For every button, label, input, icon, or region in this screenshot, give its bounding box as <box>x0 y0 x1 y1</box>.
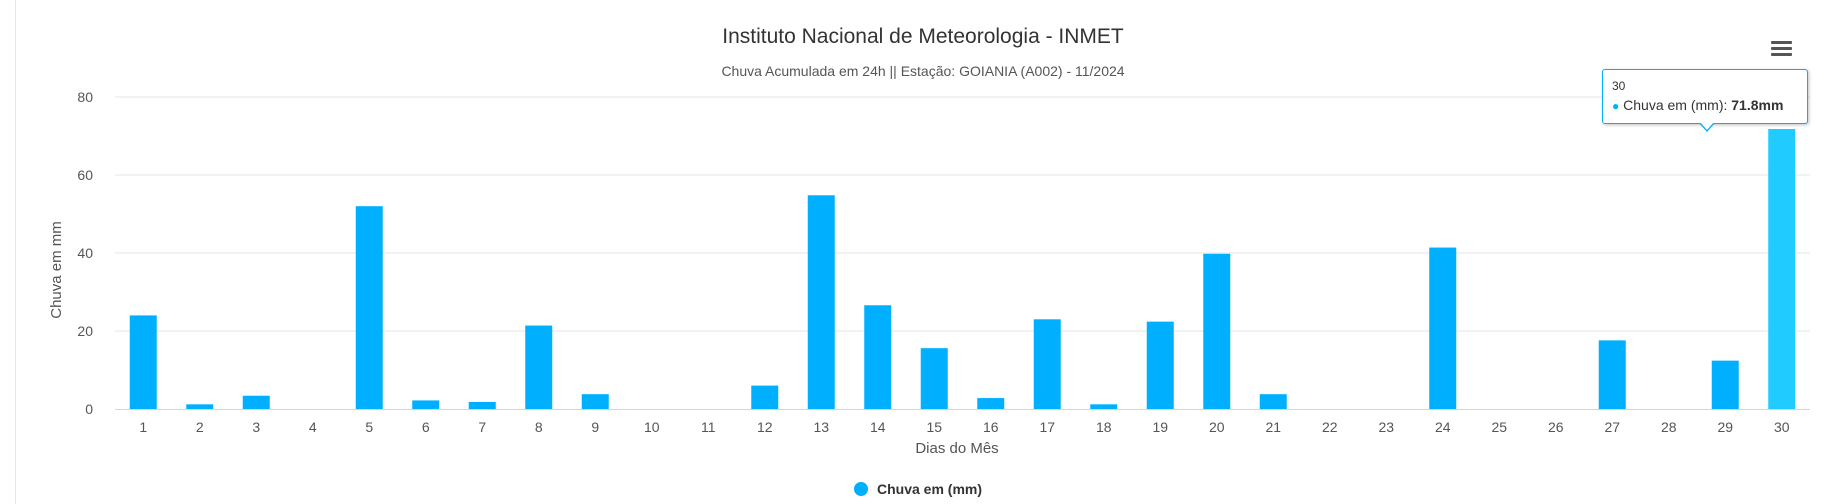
x-tick-label: 18 <box>1096 419 1112 435</box>
bar-day-16[interactable] <box>977 398 1005 409</box>
x-tick-label: 19 <box>1152 419 1168 435</box>
x-tick-label: 15 <box>926 419 942 435</box>
bar-day-15[interactable] <box>920 348 948 409</box>
x-tick-label: 2 <box>196 419 204 435</box>
tooltip-body: ● Chuva em (mm): 71.8mm <box>1612 97 1783 113</box>
x-tick-label: 8 <box>535 419 543 435</box>
tooltip: 30 ● Chuva em (mm): 71.8mm <box>1602 69 1808 132</box>
bar-day-12[interactable] <box>751 385 779 409</box>
x-tick-label: 30 <box>1774 419 1790 435</box>
chart-title: Instituto Nacional de Meteorologia - INM… <box>722 25 1124 48</box>
x-tick-label: 17 <box>1039 419 1055 435</box>
y-axis-title: Chuva em mm <box>48 221 65 319</box>
x-tick-label: 29 <box>1717 419 1733 435</box>
bar-day-27[interactable] <box>1598 340 1626 409</box>
x-tick-label: 21 <box>1265 419 1281 435</box>
y-tick-label: 40 <box>77 245 93 261</box>
bar-day-19[interactable] <box>1146 321 1174 409</box>
x-tick-label: 22 <box>1322 419 1338 435</box>
x-tick-label: 11 <box>701 419 716 435</box>
bar-day-7[interactable] <box>468 401 496 409</box>
bar-day-18[interactable] <box>1090 404 1118 409</box>
x-tick-label: 23 <box>1378 419 1394 435</box>
tooltip-header: 30 <box>1612 79 1626 93</box>
x-tick-label: 25 <box>1491 419 1507 435</box>
chart-subtitle: Chuva Acumulada em 24h || Estação: GOIAN… <box>721 63 1125 79</box>
y-tick-label: 60 <box>77 167 93 183</box>
x-tick-label: 27 <box>1604 419 1620 435</box>
hamburger-menu-icon <box>1771 41 1792 44</box>
tooltip-series-dot: ● <box>1612 99 1620 113</box>
x-tick-label: 4 <box>309 419 317 435</box>
y-tick-label: 80 <box>77 89 93 105</box>
x-tick-label: 5 <box>365 419 373 435</box>
x-tick-label: 16 <box>983 419 999 435</box>
y-tick-label: 20 <box>77 323 93 339</box>
bar-day-14[interactable] <box>864 305 892 409</box>
bar-day-30[interactable] <box>1768 128 1796 410</box>
bar-day-8[interactable] <box>525 325 553 409</box>
x-axis: 1 2 3 4 5 6 7 8 9 10 11 12 13 14 15 16 17 18 19 20 21 22 23 24 2… <box>115 409 1810 435</box>
x-tick-label: 20 <box>1209 419 1225 435</box>
x-tick-label: 7 <box>478 419 486 435</box>
x-tick-label: 1 <box>139 419 147 435</box>
x-tick-label: 28 <box>1661 419 1677 435</box>
x-tick-label: 26 <box>1548 419 1564 435</box>
x-tick-label: 14 <box>870 419 886 435</box>
context-menu-button[interactable] <box>1770 38 1794 62</box>
bars <box>129 128 1796 410</box>
bar-day-24[interactable] <box>1429 247 1457 409</box>
x-tick-label: 13 <box>813 419 829 435</box>
legend-marker <box>854 482 868 496</box>
tooltip-label: Chuva em (mm): <box>1623 97 1732 113</box>
bar-day-9[interactable] <box>581 394 609 409</box>
bar-day-2[interactable] <box>186 404 214 409</box>
bar-day-21[interactable] <box>1259 394 1287 409</box>
x-tick-label: 9 <box>591 419 599 435</box>
grid-lines <box>115 96 1810 332</box>
bar-day-17[interactable] <box>1033 319 1061 409</box>
y-axis-labels: 0 20 40 60 80 <box>77 89 93 417</box>
x-tick-label: 24 <box>1435 419 1451 435</box>
x-tick-label: 10 <box>644 419 660 435</box>
bar-day-5[interactable] <box>355 206 383 409</box>
x-tick-label: 12 <box>757 419 773 435</box>
chart-frame-line <box>15 0 16 504</box>
bar-day-1[interactable] <box>129 315 157 409</box>
x-axis-title: Dias do Mês <box>915 440 998 457</box>
tooltip-value: 71.8mm <box>1731 97 1784 113</box>
x-tick-label: 3 <box>252 419 260 435</box>
x-tick-label: 6 <box>422 419 430 435</box>
bar-day-3[interactable] <box>242 395 270 409</box>
bar-day-29[interactable] <box>1711 360 1739 409</box>
y-tick-label: 0 <box>85 401 93 417</box>
bar-day-6[interactable] <box>412 400 440 409</box>
bar-day-13[interactable] <box>807 195 835 409</box>
bar-day-20[interactable] <box>1203 253 1231 409</box>
legend[interactable]: Chuva em (mm) <box>854 481 982 497</box>
legend-label: Chuva em (mm) <box>877 481 982 497</box>
